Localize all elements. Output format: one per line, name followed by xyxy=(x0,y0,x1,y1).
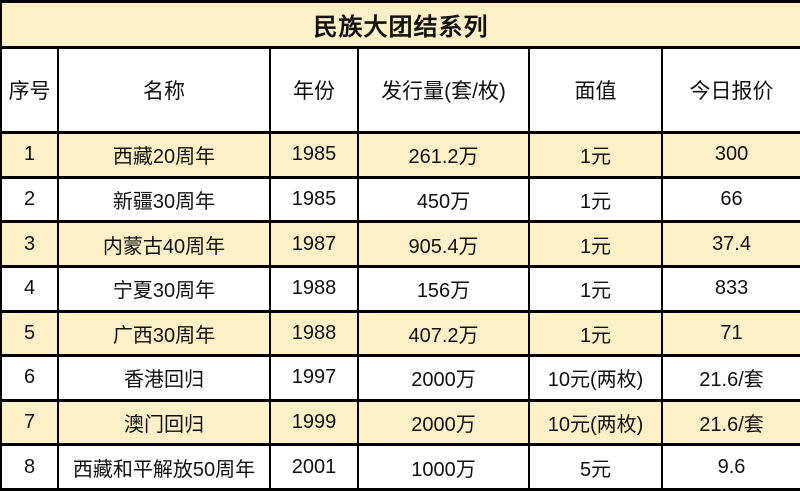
cell-issue-volume: 261.2万 xyxy=(357,131,530,179)
column-header-year: 年份 xyxy=(269,46,359,134)
cell-index: 1 xyxy=(0,131,59,179)
table-row: 1 西藏20周年 1985 261.2万 1元 300 xyxy=(0,131,800,179)
cell-year: 1997 xyxy=(269,354,359,402)
cell-face-value: 1元 xyxy=(528,309,663,358)
page-title: 民族大团结系列 xyxy=(0,0,800,49)
column-header-price: 今日报价 xyxy=(660,46,800,134)
cell-face-value: 1元 xyxy=(528,175,663,224)
cell-price: 37.4 xyxy=(660,220,800,268)
cell-price: 300 xyxy=(660,131,800,179)
cell-issue-volume: 1000万 xyxy=(357,443,530,491)
cell-name: 新疆30周年 xyxy=(57,175,271,224)
cell-price: 833 xyxy=(660,264,800,313)
cell-index: 6 xyxy=(0,354,59,402)
column-header-name: 名称 xyxy=(57,46,271,134)
table-body: 1 西藏20周年 1985 261.2万 1元 300 2 新疆30周年 1985 450万 1元 6… xyxy=(0,131,800,491)
cell-index: 3 xyxy=(0,220,59,268)
cell-price: 66 xyxy=(660,175,800,224)
cell-issue-volume: 407.2万 xyxy=(357,309,530,358)
cell-index: 8 xyxy=(0,443,59,491)
cell-face-value: 5元 xyxy=(528,443,663,491)
cell-name: 广西30周年 xyxy=(57,309,271,358)
cell-name: 西藏20周年 xyxy=(57,131,271,179)
cell-price: 21.6/套 xyxy=(660,398,800,447)
table-row: 8 西藏和平解放50周年 2001 1000万 5元 9.6 xyxy=(0,443,800,491)
cell-name: 西藏和平解放50周年 xyxy=(57,443,271,491)
cell-face-value: 10元(两枚) xyxy=(528,398,663,447)
column-header-face-value: 面值 xyxy=(528,46,663,134)
cell-name: 澳门回归 xyxy=(57,398,271,447)
table-row: 3 内蒙古40周年 1987 905.4万 1元 37.4 xyxy=(0,220,800,268)
table-header-row: 序号 名称 年份 发行量(套/枚) 面值 今日报价 xyxy=(0,46,800,134)
cell-name: 宁夏30周年 xyxy=(57,264,271,313)
cell-issue-volume: 905.4万 xyxy=(357,220,530,268)
cell-face-value: 1元 xyxy=(528,264,663,313)
cell-index: 4 xyxy=(0,264,59,313)
cell-price: 21.6/套 xyxy=(660,354,800,402)
table-title-row: 民族大团结系列 xyxy=(0,0,800,49)
column-header-index: 序号 xyxy=(0,46,59,134)
cell-name: 内蒙古40周年 xyxy=(57,220,271,268)
cell-year: 2001 xyxy=(269,443,359,491)
table-row: 2 新疆30周年 1985 450万 1元 66 xyxy=(0,175,800,224)
cell-index: 5 xyxy=(0,309,59,358)
cell-face-value: 1元 xyxy=(528,131,663,179)
cell-face-value: 10元(两枚) xyxy=(528,354,663,402)
cell-year: 1985 xyxy=(269,175,359,224)
table-row: 4 宁夏30周年 1988 156万 1元 833 xyxy=(0,264,800,313)
cell-face-value: 1元 xyxy=(528,220,663,268)
cell-year: 1985 xyxy=(269,131,359,179)
cell-index: 7 xyxy=(0,398,59,447)
cell-year: 1987 xyxy=(269,220,359,268)
cell-issue-volume: 156万 xyxy=(357,264,530,313)
table-row: 5 广西30周年 1988 407.2万 1元 71 xyxy=(0,309,800,358)
cell-issue-volume: 450万 xyxy=(357,175,530,224)
cell-price: 9.6 xyxy=(660,443,800,491)
cell-index: 2 xyxy=(0,175,59,224)
column-header-issue-volume: 发行量(套/枚) xyxy=(357,46,530,134)
cell-name: 香港回归 xyxy=(57,354,271,402)
cell-year: 1999 xyxy=(269,398,359,447)
cell-year: 1988 xyxy=(269,264,359,313)
cell-year: 1988 xyxy=(269,309,359,358)
table-row: 7 澳门回归 1999 2000万 10元(两枚) 21.6/套 xyxy=(0,398,800,447)
cell-issue-volume: 2000万 xyxy=(357,398,530,447)
table-row: 6 香港回归 1997 2000万 10元(两枚) 21.6/套 xyxy=(0,354,800,402)
cell-price: 71 xyxy=(660,309,800,358)
cell-issue-volume: 2000万 xyxy=(357,354,530,402)
